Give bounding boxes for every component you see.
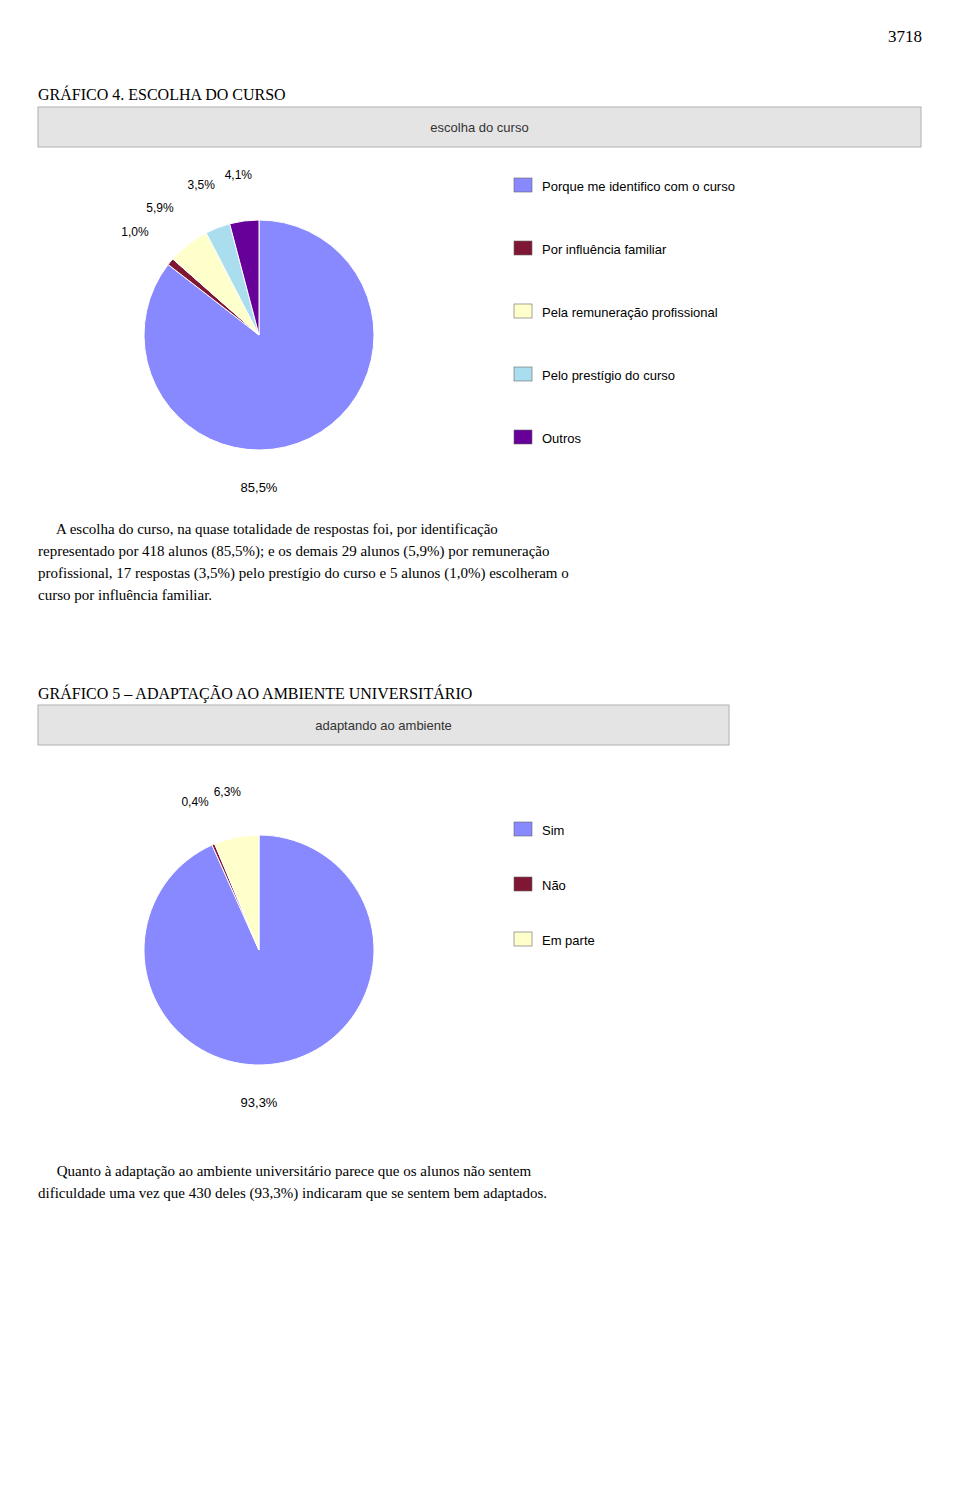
data-label: 1,0% bbox=[121, 225, 149, 239]
data-label: 85,5% bbox=[241, 480, 278, 495]
data-label: 4,1% bbox=[225, 168, 253, 182]
legend-swatch bbox=[514, 367, 532, 381]
pie-slice bbox=[144, 220, 374, 450]
legend-entry: Pelo prestígio do curso bbox=[542, 368, 675, 383]
page: 3718 GRÁFICO 4. ESCOLHA DO CURSO escolha d… bbox=[0, 0, 960, 1502]
body-text: Quanto à adaptação ao ambiente universit… bbox=[38, 1163, 547, 1202]
annotation: dificuldade uma vez que 430 deles (93,3%… bbox=[38, 1185, 547, 1202]
chart-title: GRÁFICO 4. ESCOLHA DO CURSO bbox=[38, 85, 286, 103]
legend-entry: Não bbox=[542, 878, 566, 893]
legend: Porque me identifico com o curso Por infl… bbox=[514, 178, 735, 446]
annotation: A escolha do curso, na quase totalidade … bbox=[38, 521, 498, 537]
chart: GRÁFICO 5 – ADAPTAÇÃO AO AMBIENTE UNIVER… bbox=[38, 684, 729, 1202]
legend-swatch bbox=[514, 822, 532, 836]
pie-slice bbox=[144, 835, 374, 1065]
legend: Sim Não Em parte bbox=[514, 822, 595, 948]
data-label: 0,4% bbox=[181, 795, 209, 809]
pie bbox=[144, 835, 374, 1065]
subtitle-box bbox=[38, 705, 729, 745]
data-labels: 85,5% 1,0% 5,9% 3,5% 4,1% bbox=[121, 168, 278, 494]
legend-swatch bbox=[514, 932, 532, 946]
legend-swatch bbox=[514, 430, 532, 444]
chart-subtitle: adaptando ao ambiente bbox=[315, 718, 452, 733]
data-label: 3,5% bbox=[187, 178, 215, 192]
pie-slice bbox=[215, 835, 259, 950]
body-text: A escolha do curso, na quase totalidade … bbox=[38, 521, 569, 603]
data-label: 6,3% bbox=[214, 785, 242, 799]
annotation: Quanto à adaptação ao ambiente universit… bbox=[38, 1163, 531, 1179]
pie bbox=[144, 220, 374, 450]
legend-swatch bbox=[514, 877, 532, 891]
pie-slice bbox=[230, 220, 259, 335]
subtitle-box bbox=[38, 107, 921, 147]
annotation: curso por influência familiar. bbox=[38, 587, 212, 603]
annotation: profissional, 17 respostas (3,5%) pelo p… bbox=[38, 565, 569, 582]
legend-entry: Sim bbox=[542, 823, 564, 838]
legend-entry: Outros bbox=[542, 431, 582, 446]
chart: GRÁFICO 4. ESCOLHA DO CURSO escolha do cu… bbox=[38, 85, 921, 603]
legend-entry: Pela remuneração profissional bbox=[542, 305, 718, 320]
annotation: representado por 418 alunos (85,5%); e o… bbox=[38, 543, 550, 560]
legend-swatch bbox=[514, 304, 532, 318]
data-labels: 93,3% 0,4% 6,3% bbox=[181, 785, 277, 1110]
legend-entry: Por influência familiar bbox=[542, 242, 667, 257]
legend-entry: Porque me identifico com o curso bbox=[542, 179, 735, 194]
chart-subtitle: escolha do curso bbox=[430, 120, 528, 135]
data-label: 93,3% bbox=[241, 1095, 278, 1110]
data-label: 5,9% bbox=[146, 201, 174, 215]
legend-entry: Em parte bbox=[542, 933, 595, 948]
page-number: 3718 bbox=[888, 27, 922, 46]
chart-title: GRÁFICO 5 – ADAPTAÇÃO AO AMBIENTE UNIVER… bbox=[38, 684, 472, 703]
legend-swatch bbox=[514, 241, 532, 255]
legend-swatch bbox=[514, 178, 532, 192]
